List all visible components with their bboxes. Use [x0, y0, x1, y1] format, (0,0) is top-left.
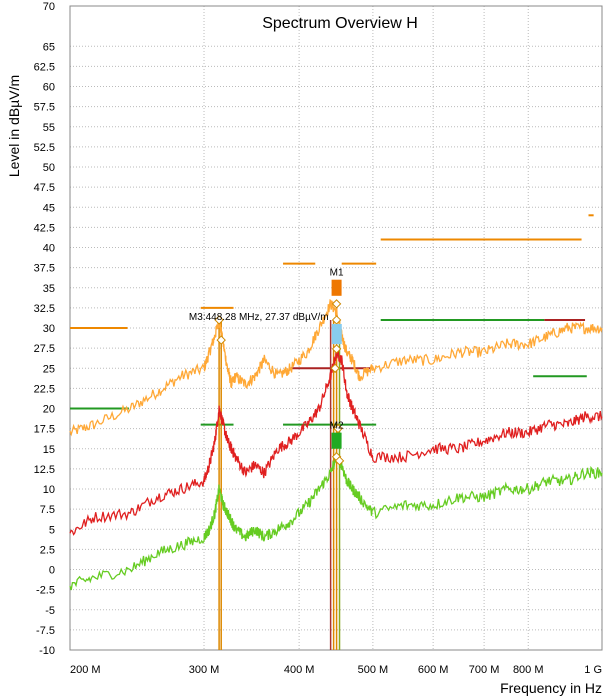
- x-axis-ticks: 200 M 300 M 400 M 500 M 600 M 700 M 800 M 1 G: [70, 664, 602, 676]
- x-axis-label: Frequency in Hz: [500, 680, 602, 696]
- y-tick-label: 25: [43, 363, 55, 375]
- y-tick-label: 62.5: [34, 61, 55, 73]
- y-tick-label: 37.5: [34, 263, 55, 275]
- y-tick-label: 47.5: [34, 182, 55, 194]
- peak-diamond: [330, 363, 340, 373]
- y-axis-ticks: 706562.56057.55552.55047.54542.54037.535…: [34, 1, 55, 657]
- y-tick-label: 17.5: [34, 424, 55, 436]
- y-tick-label: 55: [43, 122, 55, 134]
- peak-diamond: [331, 315, 342, 325]
- marker-label: M1: [330, 268, 344, 279]
- marker-label: M3:448.28 MHz, 27.37 dBµV/m: [189, 312, 329, 323]
- y-tick-label: 15: [43, 444, 55, 456]
- marker-badge: [331, 323, 342, 345]
- marker-lines: [218, 319, 341, 650]
- y-tick-label: 52.5: [34, 142, 55, 154]
- y-tick-label: 35: [43, 283, 55, 295]
- series-line-2: [69, 451, 603, 591]
- limit-lines: [70, 214, 594, 426]
- peak-diamond: [334, 456, 345, 466]
- marker-badge: [331, 279, 342, 296]
- y-tick-label: 27.5: [34, 343, 55, 355]
- y-tick-label: -5: [45, 605, 55, 617]
- peak-diamond: [214, 315, 224, 325]
- marker-badge: [331, 432, 342, 449]
- y-tick-label: -10: [39, 645, 55, 657]
- peak-diamond: [216, 335, 226, 345]
- x-tick-label: 500 M: [358, 664, 389, 676]
- x-tick-label: 300 M: [189, 664, 220, 676]
- peak-diamond: [333, 423, 343, 434]
- x-tick-label: 200 M: [70, 664, 101, 676]
- y-tick-label: 65: [43, 41, 55, 53]
- trace-series: [69, 299, 603, 591]
- marker-badges: M1 M2 M3:448.28 MHz, 27.37 dBµV/m: [189, 268, 345, 466]
- y-tick-label: 50: [43, 162, 55, 174]
- y-tick-label: 20: [43, 404, 55, 416]
- x-tick-label: 1 G: [584, 664, 602, 676]
- x-tick-label: 600 M: [418, 664, 449, 676]
- y-tick-label: 2.5: [40, 544, 55, 556]
- y-tick-label: -7.5: [36, 625, 55, 637]
- y-tick-label: 60: [43, 82, 55, 94]
- x-tick-label: 400 M: [284, 664, 315, 676]
- y-tick-label: 32.5: [34, 303, 55, 315]
- y-tick-label: 0: [49, 565, 55, 577]
- y-tick-label: 70: [43, 1, 55, 13]
- y-tick-label: -2.5: [36, 585, 55, 597]
- y-tick-label: 40: [43, 243, 55, 255]
- series-line-1: [69, 348, 603, 536]
- y-tick-label: 10: [43, 484, 55, 496]
- y-tick-label: 57.5: [34, 102, 55, 114]
- marker-label: M2: [330, 421, 344, 432]
- peak-diamond: [331, 344, 342, 354]
- y-tick-label: 7.5: [40, 504, 55, 516]
- y-tick-label: 22.5: [34, 383, 55, 395]
- y-tick-label: 42.5: [34, 222, 55, 234]
- peak-diamond: [331, 299, 342, 309]
- y-axis-label: Level in dBµV/m: [6, 75, 22, 177]
- x-tick-label: 800 M: [513, 664, 544, 676]
- x-tick-label: 700 M: [469, 664, 500, 676]
- y-tick-label: 5: [49, 524, 55, 536]
- chart-title: Spectrum Overview H: [262, 15, 418, 32]
- y-tick-label: 45: [43, 202, 55, 214]
- y-tick-label: 12.5: [34, 464, 55, 476]
- series-line-0: [69, 299, 603, 437]
- y-tick-label: 30: [43, 323, 55, 335]
